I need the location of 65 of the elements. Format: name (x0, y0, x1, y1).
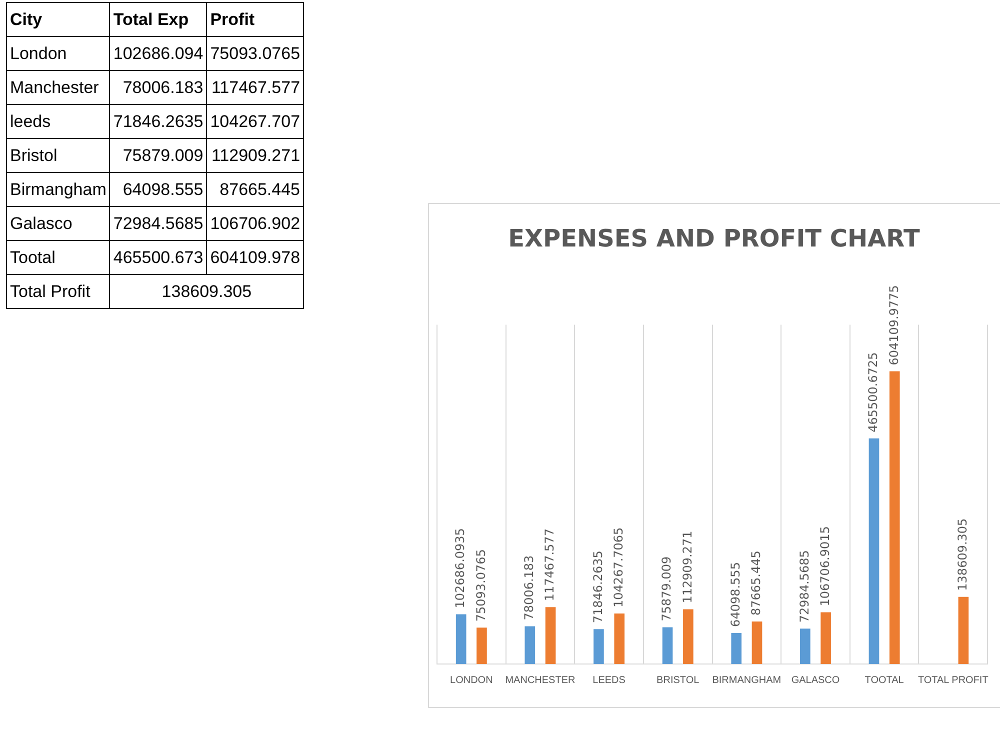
x-tick-label: MANCHESTER (505, 674, 576, 686)
bar (456, 614, 466, 664)
data-label: 117467.577 (542, 528, 557, 602)
x-tick-label: BIRMANGHAM (712, 674, 782, 686)
data-label: 72984.5685 (797, 550, 812, 623)
bar (820, 612, 831, 664)
data-label: 64098.555 (728, 562, 742, 627)
x-tick-label: LONDON (450, 674, 493, 686)
x-tick-label: TOOTAL (864, 674, 904, 686)
data-label: 102686.0935 (453, 528, 468, 608)
text: 75879.009 (110, 138, 207, 172)
text: 104267.707 (206, 104, 304, 138)
text: 71846.2635 (110, 104, 207, 138)
text: 138609.305 (110, 274, 304, 308)
data-label: 75093.0765 (474, 549, 488, 622)
category-label: Total Exp (110, 2, 207, 36)
bar (800, 628, 810, 664)
data-label: 112909.271 (680, 530, 694, 604)
bar (594, 629, 604, 664)
text: 64098.555 (110, 172, 207, 206)
bar (889, 371, 900, 664)
bar (545, 607, 556, 664)
text: leeds (6, 104, 110, 138)
x-tick-label: TOTAL PROFIT (918, 674, 988, 686)
category-label: Profit (206, 2, 304, 36)
text: 78006.183 (110, 70, 207, 104)
x-tick-label: LEEDS (592, 674, 626, 686)
bar (476, 628, 487, 664)
bar (662, 627, 673, 664)
text: 112909.271 (206, 138, 304, 172)
data-label: 71846.2635 (590, 550, 605, 624)
text: Galasco (6, 206, 110, 240)
data-label: 138609.305 (956, 518, 970, 591)
x-tick-label: BRISTOL (656, 674, 700, 686)
data-label: 87665.445 (749, 550, 764, 616)
data-label: 106706.9015 (818, 526, 832, 606)
text: Manchester (6, 70, 110, 104)
bar (958, 596, 969, 664)
bar (868, 438, 880, 664)
text: 75093.0765 (206, 36, 304, 70)
bar (731, 632, 742, 664)
x-tick-label: GALASCO (791, 674, 840, 686)
text: Bristol (6, 138, 110, 172)
data-label: 75879.009 (660, 556, 674, 622)
data-label: 104267.7065 (611, 527, 626, 608)
text: 465500.673 (110, 240, 207, 274)
category-label: City (6, 2, 110, 36)
text: London (6, 36, 110, 70)
text: 604109.978 (206, 240, 304, 274)
text: 72984.5685 (110, 206, 207, 240)
data-label: 604109.9775 (886, 285, 901, 366)
chart-title: EXPENSES AND PROFIT CHART (508, 224, 921, 253)
data-label: 465500.6725 (866, 352, 880, 432)
text: 87665.445 (206, 172, 304, 206)
bar (683, 609, 694, 664)
bar (752, 622, 762, 664)
bar (524, 626, 536, 664)
text: Tootal (6, 240, 110, 274)
text: 102686.094 (110, 36, 207, 70)
data-label: 78006.183 (522, 555, 536, 620)
text: Total Profit (6, 274, 110, 308)
text: Birmangham (6, 172, 110, 206)
text: 117467.577 (206, 70, 304, 104)
text: 106706.902 (206, 206, 304, 240)
bar (614, 613, 625, 664)
